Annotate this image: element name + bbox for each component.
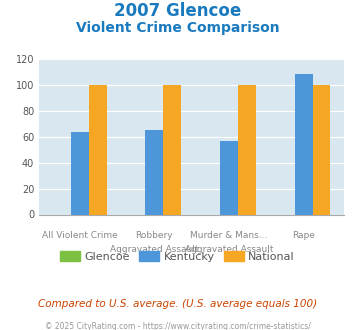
Bar [312, 85, 331, 214]
Text: © 2025 CityRating.com - https://www.cityrating.com/crime-statistics/: © 2025 CityRating.com - https://www.city… [45, 322, 310, 330]
Text: All Violent Crime: All Violent Crime [42, 231, 118, 240]
Bar [89, 85, 106, 214]
Text: Aggravated Assault: Aggravated Assault [185, 245, 273, 254]
Bar [146, 130, 163, 214]
Legend: Glencoe, Kentucky, National: Glencoe, Kentucky, National [56, 247, 299, 267]
Bar [220, 141, 238, 214]
Text: Robbery: Robbery [136, 231, 173, 240]
Text: 2007 Glencoe: 2007 Glencoe [114, 2, 241, 20]
Text: Aggravated Assault: Aggravated Assault [110, 245, 199, 254]
Bar [71, 132, 89, 214]
Text: Murder & Mans...: Murder & Mans... [190, 231, 268, 240]
Bar [163, 85, 181, 214]
Text: Violent Crime Comparison: Violent Crime Comparison [76, 21, 279, 35]
Text: Rape: Rape [292, 231, 315, 240]
Bar [238, 85, 256, 214]
Text: Compared to U.S. average. (U.S. average equals 100): Compared to U.S. average. (U.S. average … [38, 299, 317, 309]
Bar [295, 74, 312, 215]
